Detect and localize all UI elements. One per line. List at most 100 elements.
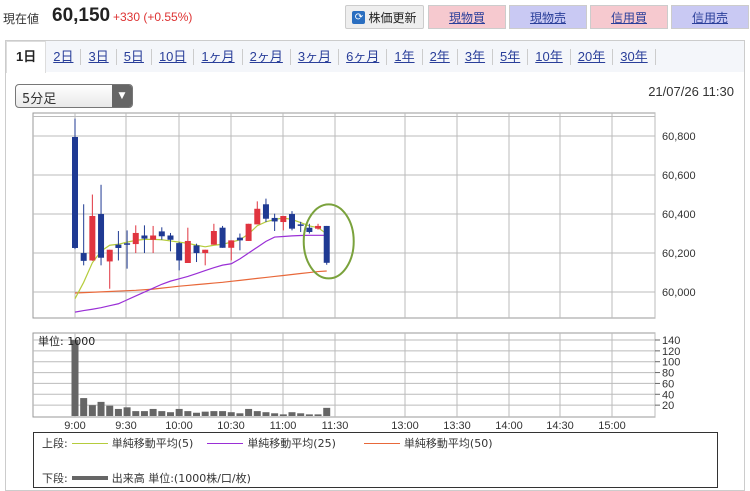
volume-swatch: [71, 476, 108, 480]
legend-upper-label: 上段:: [42, 437, 68, 450]
candle: [184, 227, 191, 263]
ma25-line: [74, 234, 327, 313]
tab-14[interactable]: 20年: [571, 49, 614, 65]
cash-sell-button[interactable]: 現物売: [509, 5, 587, 29]
price-change: +330 (+0.55%): [113, 10, 193, 24]
tab-12[interactable]: 5年: [493, 49, 529, 65]
candle: [323, 225, 330, 265]
candle: [98, 184, 105, 266]
candle: [297, 221, 304, 232]
volume-bar: [123, 407, 131, 416]
volume-bar: [201, 411, 209, 416]
tab-5[interactable]: 1ヶ月: [194, 49, 243, 65]
refresh-label: 株価更新: [368, 10, 417, 25]
candle-body: [306, 227, 313, 232]
ma50-line: [74, 270, 327, 294]
candle-body: [72, 136, 78, 248]
tab-9[interactable]: 1年: [387, 49, 423, 65]
volume-bar: [193, 412, 201, 416]
candle: [132, 225, 139, 254]
candle-body: [193, 245, 200, 254]
interval-value: 5分足: [22, 92, 57, 107]
x-tick-label: 9:00: [64, 420, 85, 432]
ma25-swatch: [207, 442, 244, 444]
y-tick-label: 60,400: [662, 209, 696, 221]
margin-sell-button[interactable]: 信用売: [671, 5, 749, 29]
x-tick-label: 14:30: [546, 420, 574, 432]
volume-bar: [253, 411, 261, 416]
tab-13[interactable]: 10年: [528, 49, 571, 65]
volume-bar: [262, 412, 270, 416]
volume-bar: [271, 413, 279, 416]
volume-bar: [184, 411, 192, 416]
candle: [306, 223, 313, 234]
candle-body: [80, 253, 87, 261]
candle: [89, 194, 96, 261]
volume-bar: [297, 413, 305, 416]
candle-body: [315, 225, 322, 229]
volume-tick-label: 40: [662, 389, 674, 401]
volume-bar: [288, 412, 296, 416]
tab-4[interactable]: 10日: [152, 49, 195, 65]
legend-upper: 上段: 単純移動平均(5) 単純移動平均(25) 単純移動平均(50): [42, 435, 493, 451]
candle-body: [184, 240, 191, 263]
candle-body: [115, 244, 122, 248]
chart-legend: 上段: 単純移動平均(5) 単純移動平均(25) 単純移動平均(50) 下段: …: [33, 432, 718, 488]
tab-11[interactable]: 3年: [458, 49, 494, 65]
candle-body: [280, 215, 287, 223]
volume-bar: [97, 401, 105, 416]
candle-body: [132, 232, 139, 245]
refresh-price-button[interactable]: ⟳ 株価更新: [345, 5, 424, 29]
candle: [72, 118, 78, 250]
candle: [289, 211, 295, 231]
tab-10[interactable]: 2年: [423, 49, 458, 65]
x-tick-label: 10:30: [217, 420, 245, 432]
tab-7[interactable]: 3ヶ月: [291, 49, 340, 65]
candle-body: [176, 243, 183, 261]
refresh-icon: ⟳: [352, 10, 366, 24]
legend-ma5: 単純移動平均(5): [111, 437, 194, 450]
tab-0[interactable]: 1日: [6, 41, 47, 73]
cash-buy-button[interactable]: 現物買: [428, 5, 506, 29]
x-tick-label: 15:00: [598, 420, 626, 432]
volume-bar: [314, 414, 322, 416]
candle: [262, 198, 269, 223]
candle: [315, 223, 322, 230]
candle-body: [202, 249, 209, 254]
volume-bar: [210, 411, 218, 416]
volume-tick-label: 120: [662, 346, 680, 358]
candle: [193, 243, 200, 263]
tab-15[interactable]: 30年: [613, 49, 656, 65]
volume-bar: [88, 405, 96, 416]
volume-bar: [323, 407, 331, 416]
legend-lower-label: 下段:: [42, 472, 68, 485]
tab-3[interactable]: 5日: [117, 49, 152, 65]
interval-select[interactable]: 5分足 ▼: [15, 84, 133, 108]
legend-lower: 下段: 出来高 単位:(1000株/口/枚): [42, 470, 251, 486]
y-tick-label: 60,800: [662, 131, 696, 143]
candle-body: [150, 235, 157, 240]
tab-2[interactable]: 3日: [81, 49, 117, 65]
tab-8[interactable]: 6ヶ月: [339, 49, 388, 65]
candle: [219, 225, 226, 248]
candle-body: [323, 225, 330, 263]
tab-6[interactable]: 2ヶ月: [243, 49, 291, 65]
volume-tick-label: 60: [662, 378, 674, 390]
ma50-swatch: [363, 442, 400, 444]
x-tick-label: 10:00: [165, 420, 193, 432]
volume-bar: [132, 411, 140, 416]
quote-header: 現在値 60,150 +330 (+0.55%) ⟳ 株価更新 現物買 現物売 信…: [0, 0, 750, 34]
candle-body: [297, 224, 304, 226]
volume-bar: [140, 411, 148, 416]
legend-ma25: 単純移動平均(25): [247, 437, 336, 450]
margin-buy-button[interactable]: 信用買: [590, 5, 668, 29]
volume-tick-label: 100: [662, 357, 680, 369]
volume-bar: [219, 411, 227, 416]
volume-bar: [245, 408, 253, 416]
candle-body: [98, 214, 105, 258]
candle-body: [228, 240, 235, 248]
legend-ma50: 単純移動平均(50): [403, 437, 493, 450]
tab-1[interactable]: 2日: [46, 49, 82, 65]
candle-body: [245, 223, 252, 241]
